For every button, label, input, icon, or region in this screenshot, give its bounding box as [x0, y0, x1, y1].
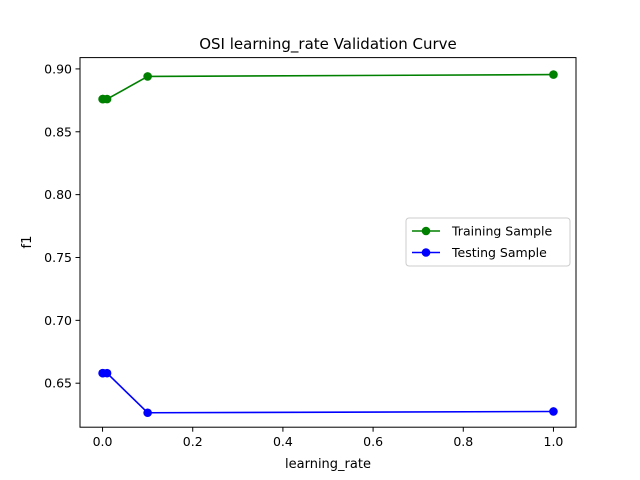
x-axis-title: learning_rate [285, 457, 371, 472]
x-tick-label: 0.8 [453, 434, 473, 449]
data-point [549, 407, 558, 416]
y-tick-label: 0.65 [44, 376, 72, 391]
x-tick-label: 0.2 [183, 434, 203, 449]
legend-box [405, 217, 571, 267]
series-testing [98, 368, 558, 418]
x-axis: 0.0 0.2 0.4 0.6 0.8 1.0 [93, 427, 564, 449]
series-layer [98, 70, 558, 418]
legend-marker [421, 248, 431, 257]
y-tick-label: 0.70 [44, 313, 72, 328]
x-tick-label: 0.6 [363, 434, 383, 449]
series-training [98, 70, 558, 104]
y-axis: 0.65 0.70 0.75 0.80 0.85 0.90 [44, 61, 80, 391]
x-tick-label: 1.0 [544, 434, 564, 449]
legend-label: Testing Sample [451, 245, 547, 260]
data-point [143, 408, 152, 418]
data-point [102, 368, 112, 378]
plot-area-frame [79, 57, 577, 428]
data-point [143, 72, 152, 81]
legend-marker [421, 226, 431, 236]
y-tick-label: 0.90 [44, 61, 72, 76]
y-tick-label: 0.80 [44, 187, 72, 202]
data-point [549, 70, 558, 79]
y-axis-title: f1 [20, 236, 35, 249]
legend-label: Training Sample [451, 224, 552, 239]
legend: Training Sample Testing Sample [405, 217, 571, 267]
x-tick-label: 0.0 [93, 434, 113, 449]
y-tick-label: 0.85 [44, 124, 72, 139]
y-tick-label: 0.75 [44, 250, 72, 265]
x-tick-label: 0.4 [273, 434, 293, 449]
data-point [102, 94, 112, 104]
chart-title: OSI learning_rate Validation Curve [199, 35, 457, 54]
